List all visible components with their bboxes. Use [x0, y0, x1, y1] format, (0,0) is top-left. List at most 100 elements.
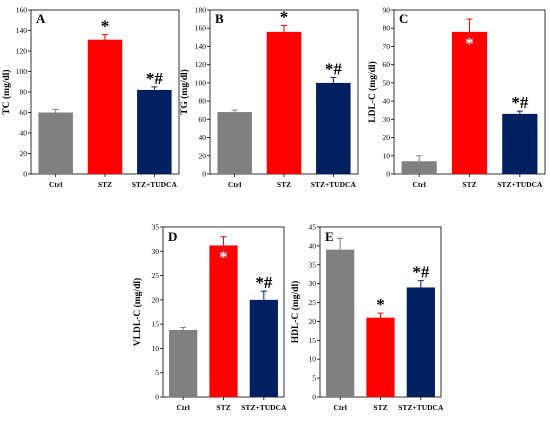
x-tick-label: STZ: [98, 180, 112, 189]
y-tick-label: 140: [16, 26, 28, 35]
panel-c: 0 10 20 30 40 50 60 70 80 90 LDL-C (mg/dl) C Ctrl STZ…: [367, 6, 546, 189]
bar: [137, 89, 172, 174]
y-axis-label: LDL-C (mg/dl): [367, 61, 378, 123]
significance-label: *#: [146, 69, 164, 88]
y-tick-label: 0: [155, 393, 159, 402]
bar: [87, 39, 123, 174]
significance-label: *: [465, 34, 474, 53]
y-tick-label: 10: [383, 151, 391, 160]
y-tick-label: 100: [195, 78, 207, 87]
y-tick-label: 45: [309, 223, 317, 232]
y-tick-label: 35: [309, 260, 317, 269]
y-tick-label: 120: [16, 47, 28, 56]
y-tick-label: 50: [383, 78, 391, 87]
y-tick-label: 0: [312, 393, 316, 402]
y-tick-label: 90: [383, 6, 391, 15]
y-tick-label: 100: [16, 67, 28, 76]
bar: [316, 82, 351, 174]
y-tick-label: 0: [23, 170, 27, 179]
y-axis-label: HDL-C (mg/dl): [290, 281, 301, 344]
y-tick-label: 120: [195, 60, 207, 69]
y-tick-label: 20: [152, 295, 160, 304]
bar: [406, 287, 435, 397]
significance-label: *: [376, 295, 385, 314]
bar: [366, 317, 395, 397]
bar: [451, 31, 488, 174]
y-tick-label: 25: [309, 298, 317, 307]
y-tick-label: 180: [195, 6, 207, 15]
y-tick-label: 10: [309, 355, 317, 364]
y-tick-label: 10: [152, 344, 160, 353]
y-tick-label: 80: [20, 88, 28, 97]
x-tick-label: STZ+TUDCA: [311, 180, 357, 189]
y-tick-label: 20: [20, 149, 28, 158]
y-tick-label: 20: [383, 133, 391, 142]
y-tick-label: 5: [155, 368, 159, 377]
y-tick-label: 40: [309, 241, 317, 250]
y-tick-label: 0: [202, 170, 206, 179]
bar: [326, 249, 355, 397]
panel-label: D: [168, 229, 177, 244]
panel-label: E: [325, 229, 334, 244]
x-tick-label: STZ+TUDCA: [241, 403, 287, 412]
panel-b: 0 20 40 60 80 100 120 140 160 180 TG (mg/dl) B Ctrl S…: [179, 6, 359, 189]
y-tick-label: 5: [312, 374, 316, 383]
x-tick-label: STZ: [277, 180, 291, 189]
x-tick-label: Ctrl: [334, 403, 347, 412]
x-tick-label: Ctrl: [49, 180, 62, 189]
x-tick-label: STZ+TUDCA: [497, 180, 543, 189]
x-tick-label: Ctrl: [177, 403, 190, 412]
x-tick-label: Ctrl: [228, 180, 241, 189]
bar: [401, 161, 437, 174]
panel-a: 0 20 40 60 80 100 120 140 160 TC (mg/dl) A Ctrl STZ *…: [1, 6, 180, 189]
significance-label: *: [219, 247, 228, 266]
panel-label: C: [399, 11, 408, 26]
y-tick-label: 80: [383, 24, 391, 33]
y-tick-label: 160: [195, 24, 207, 33]
y-tick-label: 160: [16, 6, 28, 15]
y-axis-label: TG (mg/dl): [179, 69, 190, 115]
panel-label: B: [215, 11, 224, 26]
x-tick-label: STZ+TUDCA: [398, 403, 444, 412]
bar: [249, 299, 278, 397]
y-tick-label: 40: [20, 129, 28, 138]
y-tick-label: 30: [309, 279, 317, 288]
significance-label: *#: [412, 263, 430, 282]
bar: [209, 245, 238, 397]
significance-label: *#: [511, 93, 529, 112]
y-tick-label: 0: [386, 170, 390, 179]
y-tick-label: 15: [152, 320, 160, 329]
x-tick-label: STZ: [462, 180, 476, 189]
x-tick-label: STZ: [216, 403, 230, 412]
x-tick-label: STZ+TUDCA: [132, 180, 178, 189]
significance-label: *: [280, 7, 289, 26]
x-tick-label: Ctrl: [413, 180, 426, 189]
y-tick-label: 60: [383, 60, 391, 69]
y-tick-label: 30: [152, 247, 160, 256]
bar: [217, 112, 252, 174]
y-tick-label: 80: [199, 97, 207, 106]
y-tick-label: 70: [383, 42, 391, 51]
y-axis-label: TC (mg/dl): [1, 69, 12, 114]
y-tick-label: 40: [199, 133, 207, 142]
y-tick-label: 60: [199, 115, 207, 124]
bar: [502, 113, 538, 174]
y-tick-label: 60: [20, 108, 28, 117]
y-tick-label: 20: [199, 151, 207, 160]
bar: [169, 329, 198, 397]
y-tick-label: 35: [152, 223, 160, 232]
bar: [38, 112, 73, 174]
y-tick-label: 40: [383, 97, 391, 106]
y-tick-label: 30: [383, 115, 391, 124]
significance-label: *: [101, 17, 110, 36]
y-tick-label: 140: [195, 42, 207, 51]
y-tick-label: 25: [152, 271, 160, 280]
x-tick-label: STZ: [373, 403, 387, 412]
y-tick-label: 20: [309, 317, 317, 326]
panel-e: 0 5 10 15 20 25 30 35 40 45 HDL-C (mg/dl) E Ctrl STZ *…: [290, 223, 444, 413]
panel-label: A: [36, 11, 46, 26]
y-tick-label: 15: [309, 336, 317, 345]
significance-label: *#: [255, 273, 273, 292]
y-axis-label: VLDL-C (mg/dl): [132, 278, 143, 346]
